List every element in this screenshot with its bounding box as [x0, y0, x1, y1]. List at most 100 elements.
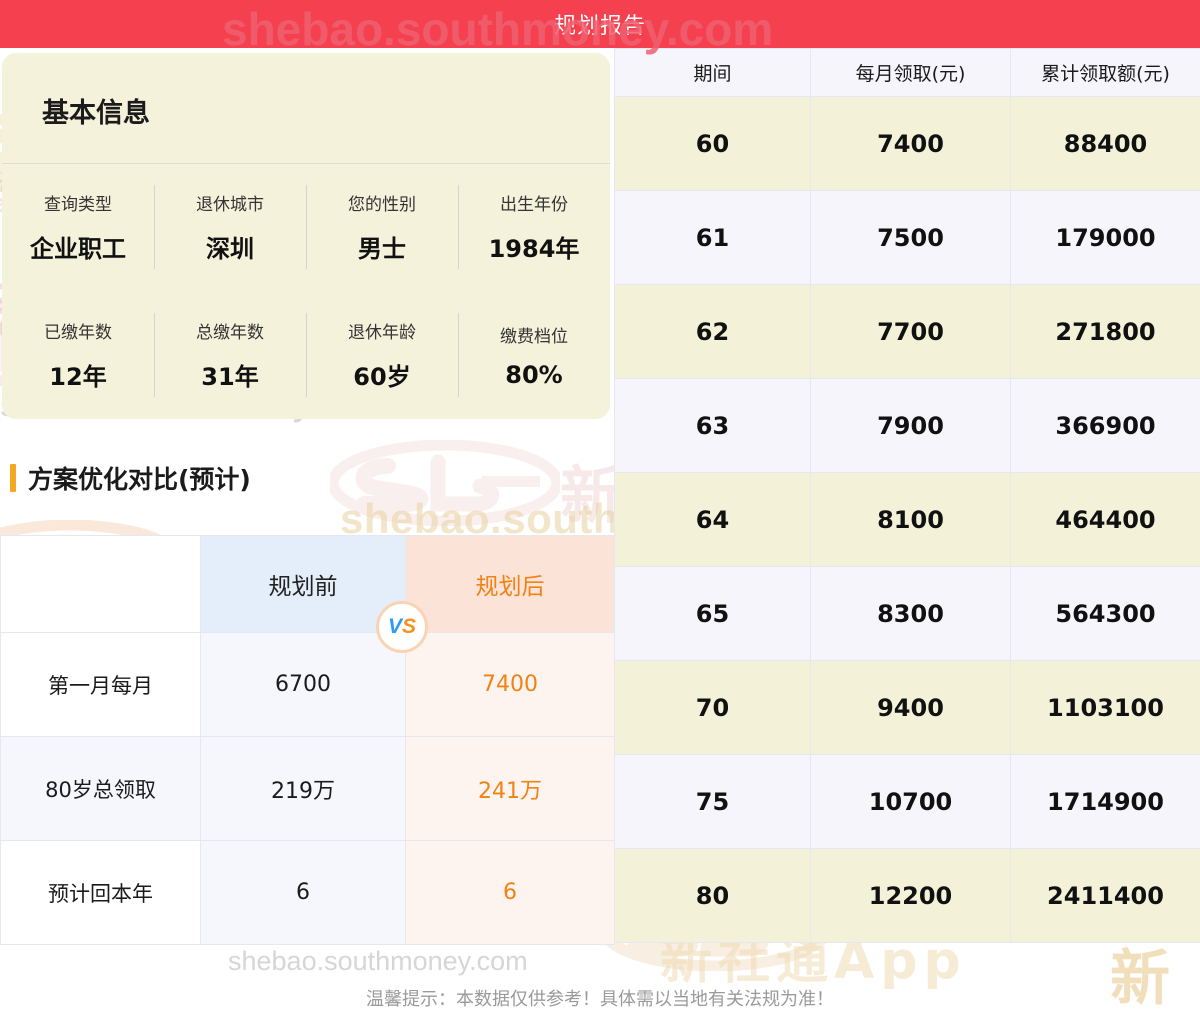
right-column: 期间 每月领取(元) 累计领取额(元) 60 7400 88400 61 750…: [614, 48, 1200, 1019]
payout-monthly: 12200: [810, 848, 1011, 943]
info-field-gender: 您的性别 男士: [306, 163, 458, 291]
basic-info-grid: 查询类型 企业职工 退休城市 深圳 您的性别 男士 出生年份 1984年 已缴年…: [2, 163, 610, 419]
table-row: 64 8100 464400: [614, 472, 1200, 567]
info-label: 退休年龄: [348, 323, 416, 343]
basic-info-card: 基本信息 查询类型 企业职工 退休城市 深圳 您的性别 男士 出生年份 1984…: [2, 53, 610, 419]
comparison-header-before: 规划前: [200, 535, 406, 633]
payout-header-monthly: 每月领取(元): [810, 48, 1011, 97]
comparison-row-label: 80岁总领取: [0, 736, 201, 841]
info-label: 出生年份: [500, 195, 568, 215]
info-field-retire-city: 退休城市 深圳: [154, 163, 306, 291]
payout-cumulative: 1103100: [1010, 660, 1200, 755]
header-watermark: shebao.southmoney.com: [222, 3, 774, 55]
payout-period: 64: [614, 472, 811, 567]
info-label: 您的性别: [348, 195, 416, 215]
table-row: 预计回本年 6 6: [0, 840, 615, 945]
comparison-section-title: 方案优化对比(预计): [28, 465, 251, 494]
comparison-row-before: 6: [200, 840, 406, 945]
comparison-table: 规划前 规划后 第一月每月 6700 7400 80岁总领取 219万 241万…: [0, 535, 615, 945]
comparison-row-before: 6700: [200, 632, 406, 737]
table-row: 61 7500 179000: [614, 190, 1200, 285]
payout-cumulative: 88400: [1010, 96, 1200, 191]
payout-period: 61: [614, 190, 811, 285]
vs-badge-v: V: [387, 615, 402, 638]
table-row: 第一月每月 6700 7400: [0, 632, 615, 737]
app-header: shebao.southmoney.com 规划报告: [0, 0, 1200, 55]
comparison-section-heading: 方案优化对比(预计): [10, 460, 251, 496]
payout-cumulative: 366900: [1010, 378, 1200, 473]
vs-badge-s: S: [402, 615, 417, 638]
comparison-row-before: 219万: [200, 736, 406, 841]
info-label: 退休城市: [196, 195, 264, 215]
payout-period: 63: [614, 378, 811, 473]
table-row: 75 10700 1714900: [614, 754, 1200, 849]
payout-header-period: 期间: [614, 48, 811, 97]
comparison-row-label: 预计回本年: [0, 840, 201, 945]
payout-period: 60: [614, 96, 811, 191]
payout-monthly: 9400: [810, 660, 1011, 755]
table-row: 60 7400 88400: [614, 96, 1200, 191]
payout-table: 期间 每月领取(元) 累计领取额(元) 60 7400 88400 61 750…: [614, 48, 1200, 943]
info-value: 31年: [201, 363, 259, 391]
table-row: 80 12200 2411400: [614, 848, 1200, 943]
payout-monthly: 7400: [810, 96, 1011, 191]
comparison-header-row: 规划前 规划后: [0, 535, 615, 633]
table-row: 65 8300 564300: [614, 566, 1200, 661]
basic-info-divider: [2, 163, 610, 164]
comparison-header-blank: [0, 535, 201, 633]
left-column: 基本信息 查询类型 企业职工 退休城市 深圳 您的性别 男士 出生年份 1984…: [0, 48, 615, 1019]
payout-cumulative: 271800: [1010, 284, 1200, 379]
accent-bar-icon: [10, 464, 16, 492]
payout-cumulative: 2411400: [1010, 848, 1200, 943]
info-field-payment-tier: 缴费档位 80%: [458, 291, 610, 419]
info-value: 深圳: [206, 235, 254, 263]
info-field-paid-years: 已缴年数 12年: [2, 291, 154, 419]
info-value: 60岁: [353, 363, 411, 391]
payout-cumulative: 564300: [1010, 566, 1200, 661]
table-row: 70 9400 1103100: [614, 660, 1200, 755]
info-label: 查询类型: [44, 195, 112, 215]
payout-monthly: 7500: [810, 190, 1011, 285]
comparison-row-after: 241万: [405, 736, 615, 841]
payout-cumulative: 179000: [1010, 190, 1200, 285]
payout-header-cumulative: 累计领取额(元): [1010, 48, 1200, 97]
payout-monthly: 7700: [810, 284, 1011, 379]
payout-monthly: 7900: [810, 378, 1011, 473]
comparison-header-after: 规划后: [405, 535, 615, 633]
info-value: 1984年: [488, 235, 580, 263]
table-row: 80岁总领取 219万 241万: [0, 736, 615, 841]
comparison-row-after: 6: [405, 840, 615, 945]
payout-period: 65: [614, 566, 811, 661]
payout-period: 75: [614, 754, 811, 849]
page-title: 规划报告: [553, 14, 646, 39]
payout-cumulative: 464400: [1010, 472, 1200, 567]
comparison-row-after: 7400: [405, 632, 615, 737]
payout-monthly: 8100: [810, 472, 1011, 567]
payout-period: 62: [614, 284, 811, 379]
footer-watermark: shebao.southmoney.com: [228, 946, 528, 976]
payout-cumulative: 1714900: [1010, 754, 1200, 849]
payout-period: 70: [614, 660, 811, 755]
basic-info-title: 基本信息: [42, 98, 150, 129]
info-label: 总缴年数: [196, 323, 264, 343]
info-field-query-type: 查询类型 企业职工: [2, 163, 154, 291]
payout-header-row: 期间 每月领取(元) 累计领取额(元): [614, 48, 1200, 97]
info-value: 12年: [49, 363, 107, 391]
info-field-retire-age: 退休年龄 60岁: [306, 291, 458, 419]
info-value: 企业职工: [30, 235, 126, 263]
info-field-total-years: 总缴年数 31年: [154, 291, 306, 419]
payout-period: 80: [614, 848, 811, 943]
info-value: 80%: [505, 360, 563, 389]
info-value: 男士: [358, 235, 406, 263]
info-label: 缴费档位: [500, 326, 568, 347]
table-row: 62 7700 271800: [614, 284, 1200, 379]
info-field-birth-year: 出生年份 1984年: [458, 163, 610, 291]
comparison-row-label: 第一月每月: [0, 632, 201, 737]
payout-monthly: 10700: [810, 754, 1011, 849]
table-row: 63 7900 366900: [614, 378, 1200, 473]
info-label: 已缴年数: [44, 323, 112, 343]
payout-monthly: 8300: [810, 566, 1011, 661]
footer-note: 温馨提示：本数据仅供参考！具体需以当地有关法规为准！: [366, 989, 834, 1010]
